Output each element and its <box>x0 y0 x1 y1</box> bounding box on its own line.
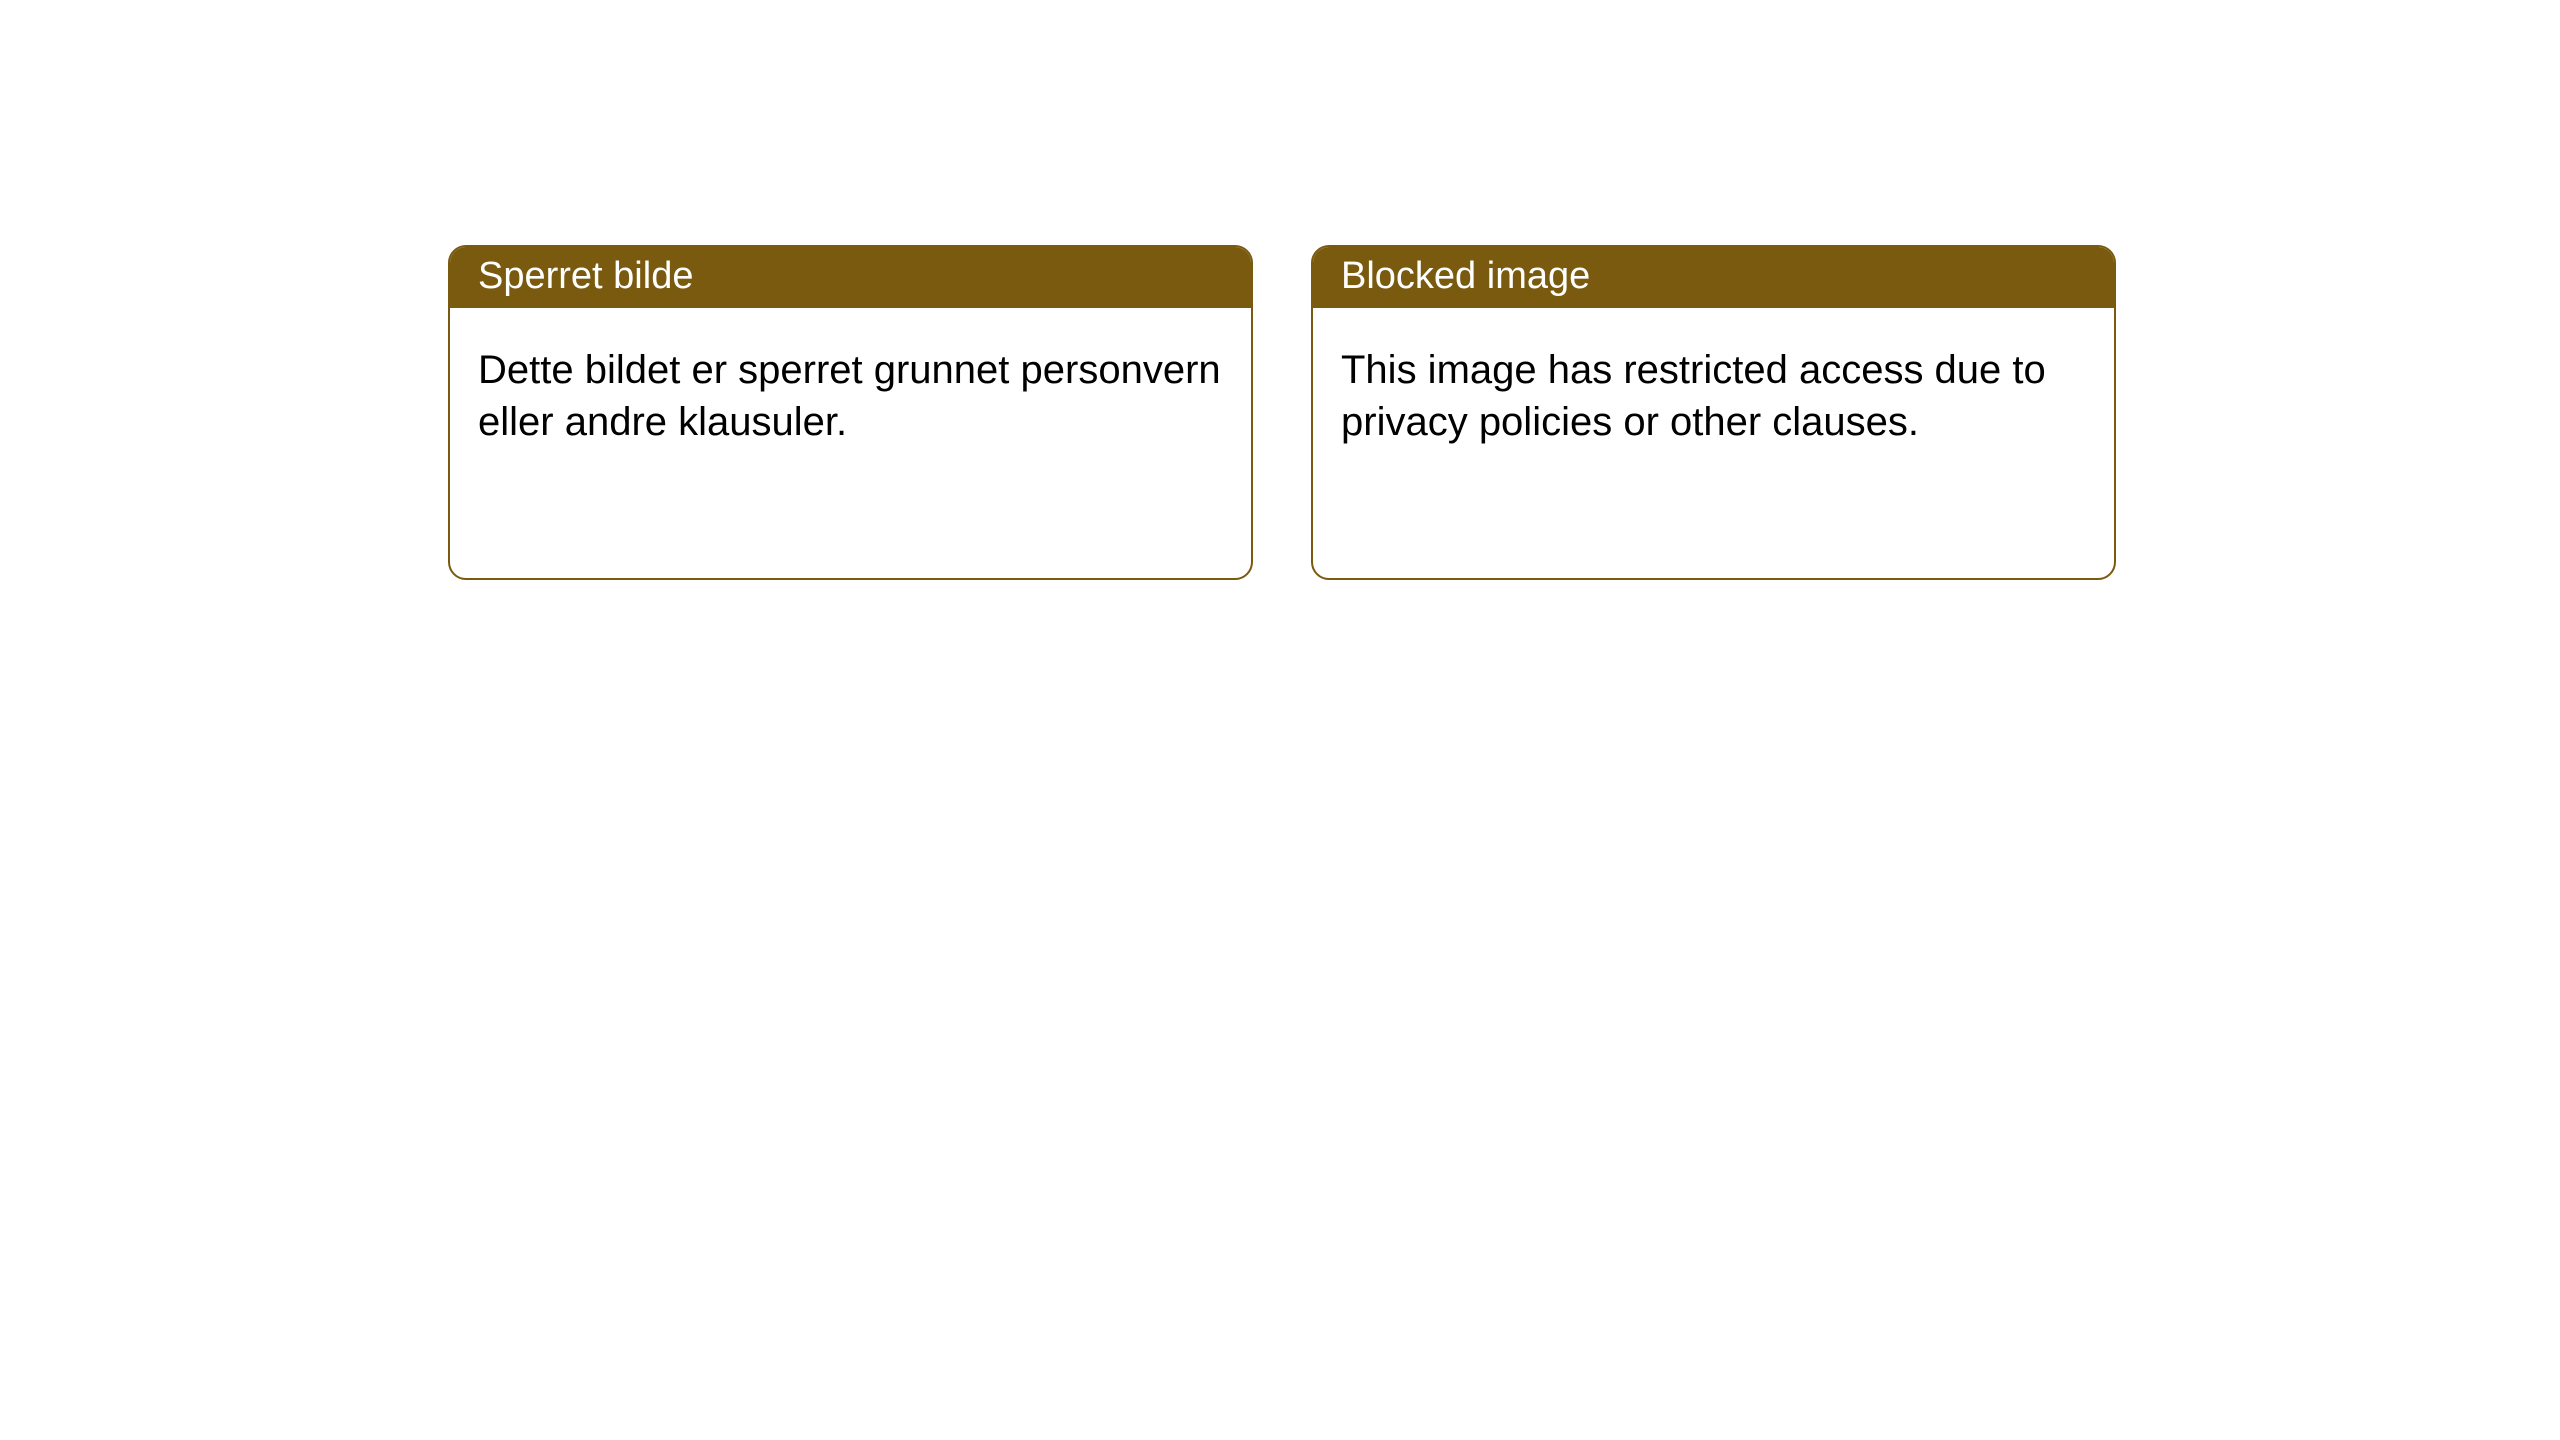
card-header-no: Sperret bilde <box>450 247 1251 308</box>
card-body-no: Dette bildet er sperret grunnet personve… <box>450 308 1251 484</box>
card-header-en: Blocked image <box>1313 247 2114 308</box>
blocked-image-card-en: Blocked image This image has restricted … <box>1311 245 2116 580</box>
blocked-image-card-no: Sperret bilde Dette bildet er sperret gr… <box>448 245 1253 580</box>
notice-container: Sperret bilde Dette bildet er sperret gr… <box>0 0 2560 580</box>
card-body-en: This image has restricted access due to … <box>1313 308 2114 484</box>
